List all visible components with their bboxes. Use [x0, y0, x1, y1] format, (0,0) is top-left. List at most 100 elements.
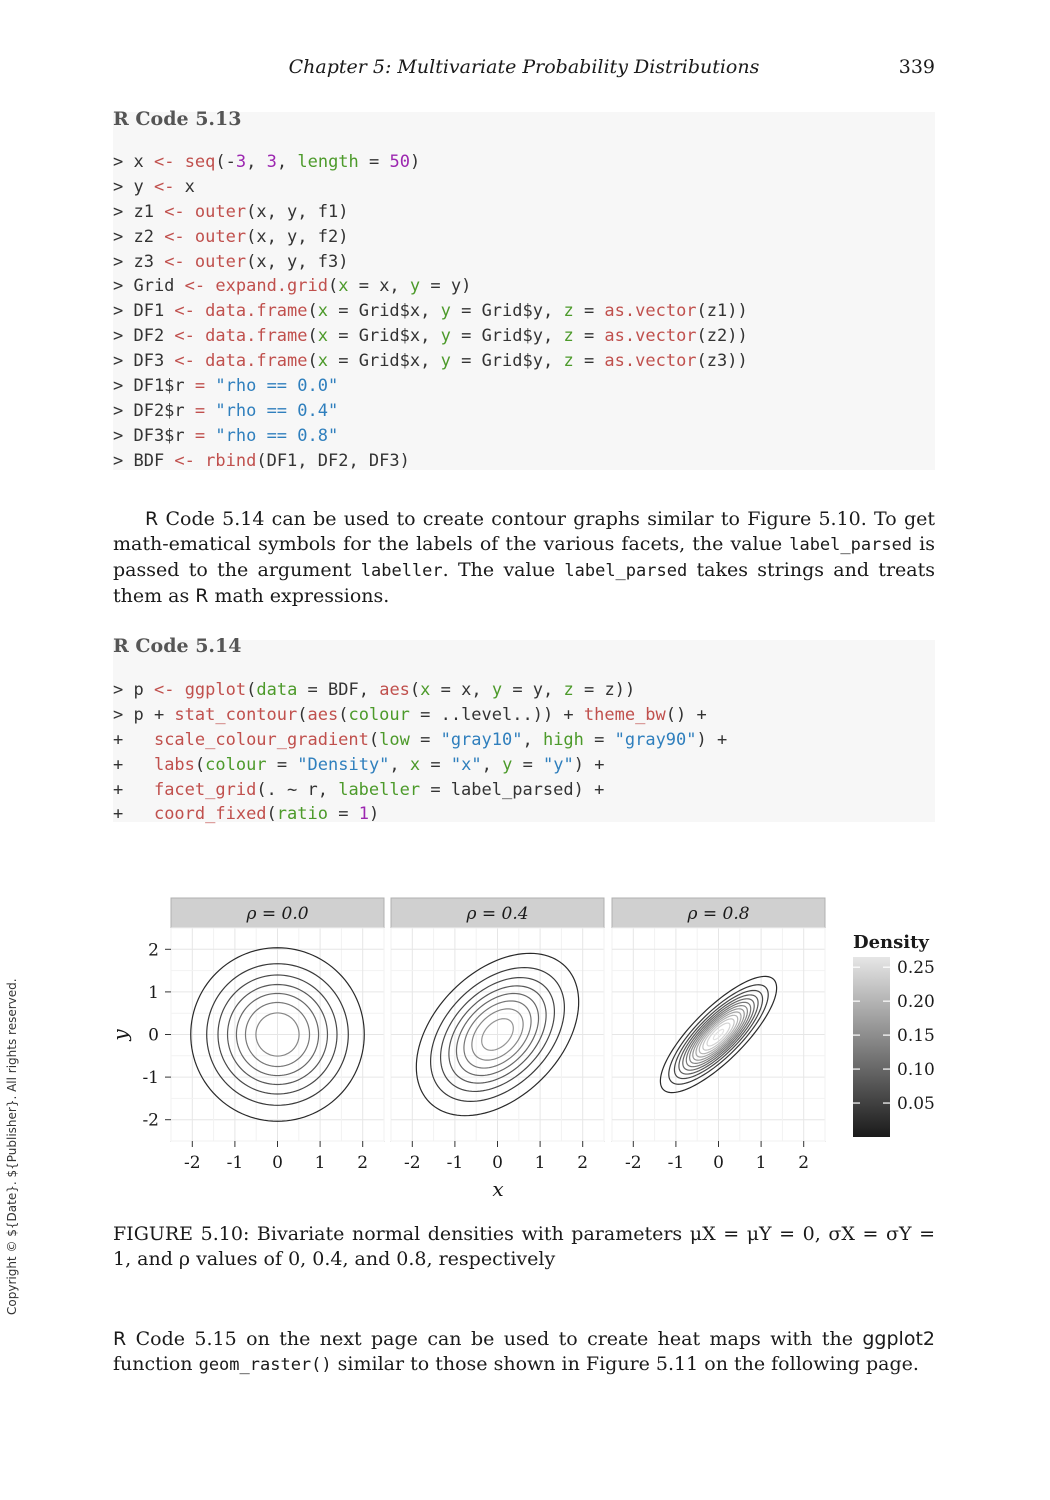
- text-run: R: [195, 585, 209, 607]
- code-token: (x, y, f3): [246, 251, 349, 272]
- y-tick-label: 2: [148, 940, 159, 960]
- contour-line: [698, 1014, 739, 1055]
- code-token: aes: [379, 680, 410, 700]
- code-token: =: [583, 729, 615, 750]
- code-token: > z3: [113, 251, 165, 272]
- code-token: 3: [235, 152, 247, 172]
- contour-line: [471, 1008, 524, 1061]
- code-token: = Grid$y,: [450, 351, 564, 372]
- code-token: [174, 680, 184, 700]
- code-token: [205, 401, 215, 421]
- code-line: + coord_fixed(ratio = 1): [113, 802, 935, 827]
- contour-line: [217, 974, 338, 1095]
- code-line: > z2 <- outer(x, y, f2): [113, 225, 935, 250]
- code-token: x: [317, 301, 329, 322]
- code-token: =: [327, 804, 359, 825]
- code-token: [185, 227, 195, 247]
- text-run: label_parsed: [789, 535, 913, 555]
- facet-strip-label: ρ = 0.8: [686, 904, 749, 924]
- code-token: data: [256, 680, 298, 700]
- figure-5-10: ρ = 0.0 -2 -1 0 1 2 ρ = 0.4 -2 -1 0 1 2 ρ = 0.8 -2 -1 0…: [105, 880, 945, 1210]
- code-token: colour: [348, 704, 410, 725]
- code-token: "x": [450, 754, 482, 775]
- code-line: > y <- x: [113, 175, 935, 200]
- code-token: =: [573, 351, 605, 372]
- code-token: <-: [174, 450, 195, 471]
- code-token: [205, 276, 215, 296]
- paragraph-code-514-intro: R Code 5.14 can be used to create contou…: [113, 507, 935, 609]
- contour-line: [226, 983, 329, 1086]
- contour-line: [712, 1028, 725, 1041]
- code-line: + labs(colour = "Density", x = "x", y = …: [113, 753, 935, 778]
- code-token: ,: [389, 754, 410, 775]
- code-token: (: [307, 301, 318, 322]
- code-token: 1: [358, 804, 369, 825]
- x-tick-label: 1: [315, 1153, 326, 1173]
- code-token: [185, 252, 195, 272]
- code-token: (z2)): [696, 326, 748, 347]
- x-tick-label: -2: [404, 1153, 421, 1173]
- legend-tick-label: 0.20: [897, 992, 935, 1012]
- text-run: ggplot2: [862, 1328, 935, 1350]
- code-token: outer: [194, 201, 247, 222]
- figure-caption: FIGURE 5.10: Bivariate normal densities …: [113, 1222, 935, 1272]
- contour-line: [235, 992, 320, 1077]
- code-token: x: [317, 351, 329, 372]
- code-token: ): [409, 152, 421, 172]
- x-tick-label: 1: [756, 1153, 767, 1173]
- text-run: label_parsed: [564, 561, 688, 581]
- code-token: =: [266, 754, 298, 775]
- code-token: seq: [184, 152, 216, 172]
- contour-line: [244, 1001, 311, 1068]
- code-lines: > p <- ggplot(data = BDF, aes(x = x, y =…: [113, 678, 935, 827]
- code-token: outer: [194, 226, 247, 247]
- code-token: colour: [205, 754, 267, 775]
- code-line: > DF1 <- data.frame(x = Grid$x, y = Grid…: [113, 299, 935, 324]
- code-token: [195, 301, 205, 321]
- code-token: facet_grid: [153, 779, 257, 800]
- contour-line: [706, 1022, 731, 1047]
- text-run: R: [113, 1328, 127, 1350]
- y-tick-label: 1: [148, 983, 159, 1003]
- code-token: > x: [113, 152, 154, 172]
- code-line: > BDF <- rbind(DF1, DF2, DF3): [113, 449, 935, 474]
- code-line: > p <- ggplot(data = BDF, aes(x = x, y =…: [113, 678, 935, 703]
- code-token: (: [246, 680, 257, 700]
- text-run: labeller: [360, 561, 443, 581]
- code-token: y: [440, 351, 451, 372]
- x-tick-label: 2: [798, 1153, 809, 1173]
- code-token: +: [113, 804, 154, 825]
- code-token: (z1)): [696, 301, 748, 322]
- code-token: =: [420, 754, 451, 775]
- code-token: outer: [194, 251, 247, 272]
- code-token: (DF1, DF2, DF3): [256, 450, 410, 471]
- x-tick-label: -1: [668, 1153, 685, 1173]
- code-token: (: [338, 704, 349, 725]
- code-token: low: [379, 729, 410, 750]
- code-token: = Grid$x,: [328, 351, 441, 372]
- code-token: =: [358, 152, 390, 172]
- contour-line: [682, 998, 755, 1071]
- code-token: ,: [276, 152, 298, 172]
- legend-tick-label: 0.25: [897, 958, 935, 978]
- code-token: > p: [113, 680, 154, 700]
- code-token: stat_contour: [174, 704, 298, 725]
- code-lines: > x <- seq(-3, 3, length = 50) > y <- x > …: [113, 150, 935, 474]
- text-run: is passed to the argument: [113, 533, 935, 581]
- code-token: rbind: [205, 450, 257, 471]
- facet-panel: ρ = 0.8 -2 -1 0 1 2: [611, 897, 826, 1173]
- code-token: +: [113, 754, 154, 775]
- y-tick-label: -1: [142, 1068, 159, 1088]
- code-token: = y): [420, 276, 472, 297]
- text-run: geom_raster(): [198, 1355, 332, 1375]
- legend-tick-label: 0.15: [897, 1026, 935, 1046]
- contour-line: [695, 1011, 742, 1058]
- code-token: ): [368, 804, 380, 825]
- x-tick-label: -1: [447, 1153, 464, 1173]
- code-line: > DF2$r = "rho == 0.4": [113, 399, 935, 424]
- code-token: "y": [543, 754, 574, 775]
- code-token: > Grid: [113, 276, 185, 297]
- facet-panel: ρ = 0.0 -2 -1 0 1 2: [170, 897, 385, 1173]
- code-token: (x, y, f1): [246, 201, 349, 222]
- code-token: "gray90": [614, 729, 697, 750]
